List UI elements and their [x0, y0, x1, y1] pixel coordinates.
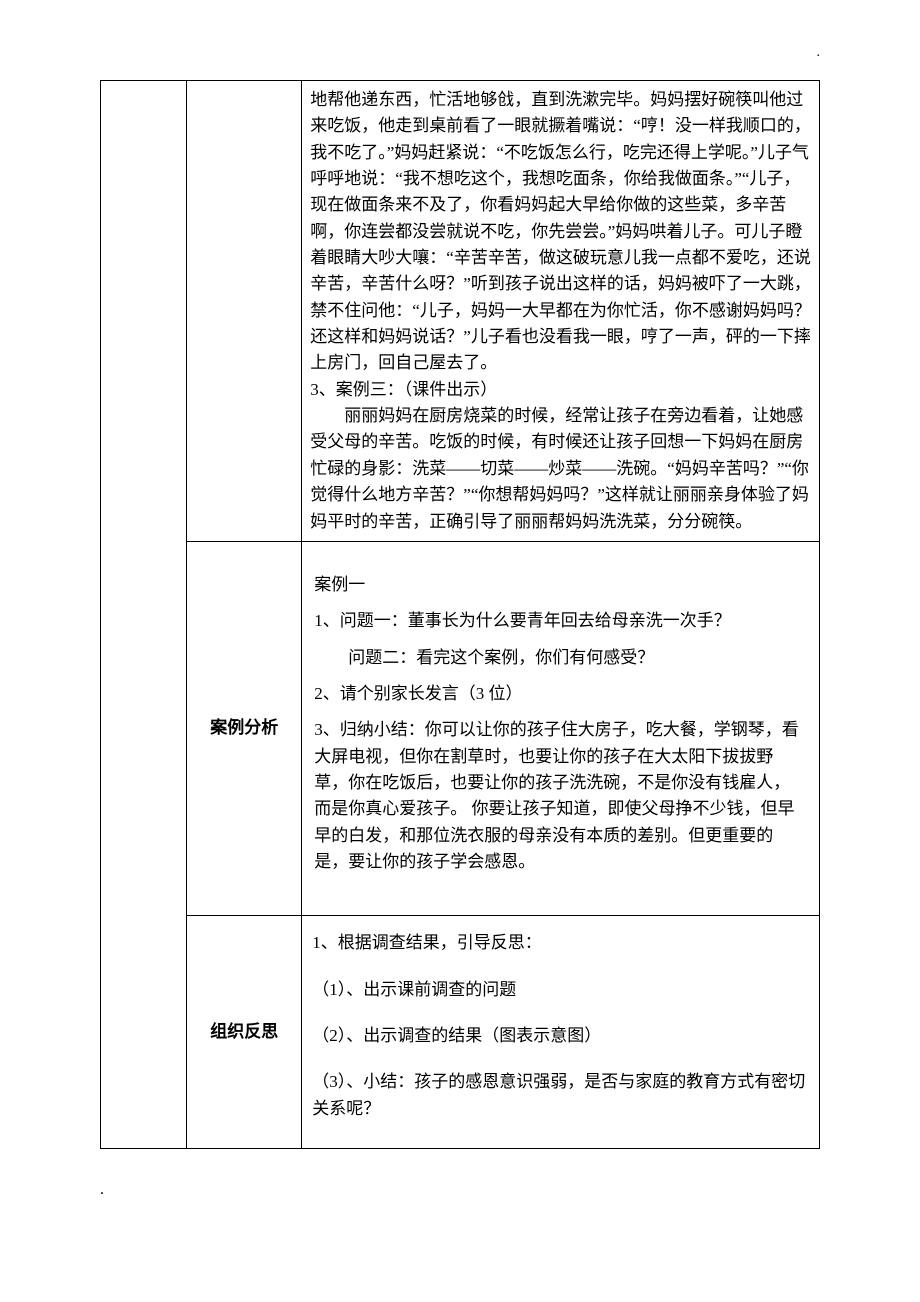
- row2-content: 案例一 1、问题一：董事长为什么要青年回去给母亲洗一次手？ 问题二：看完这个案例…: [302, 541, 820, 915]
- analysis-item2: 2、请个别家长发言（3 位）: [314, 681, 807, 707]
- reflect-item3: （3）、小结：孩子的感恩意识强弱，是否与家庭的教育方式有密切关系呢？: [312, 1069, 809, 1122]
- table-row: 案例分析 案例一 1、问题一：董事长为什么要青年回去给母亲洗一次手？ 问题二：看…: [101, 541, 820, 915]
- row1-label: [187, 81, 302, 542]
- analysis-q2: 问题二：看完这个案例，你们有何感受？: [314, 645, 807, 671]
- row3-label: 组织反思: [187, 916, 302, 1149]
- left-empty-cell: [101, 81, 187, 1149]
- row1-content: 地帮他递东西，忙活地够戗，直到洗漱完毕。妈妈摆好碗筷叫他过来吃饭，他走到桌前看了…: [302, 81, 820, 542]
- table-row: 组织反思 1、根据调查结果，引导反思： （1）、出示课前调查的问题 （2）、出示…: [101, 916, 820, 1149]
- case3-body: 丽丽妈妈在厨房烧菜的时候，经常让孩子在旁边看着，让她感受父母的辛苦。吃饭的时候，…: [310, 403, 811, 535]
- content-table: 地帮他递东西，忙活地够戗，直到洗漱完毕。妈妈摆好碗筷叫他过来吃饭，他走到桌前看了…: [100, 80, 820, 1149]
- analysis-item3: 3、归纳小结：你可以让你的孩子住大房子，吃大餐，学钢琴，看大屏电视，但你在割草时…: [314, 717, 807, 875]
- reflect-item1: （1）、出示课前调查的问题: [312, 977, 809, 1003]
- analysis-case1-title: 案例一: [314, 572, 807, 598]
- page-marker-top: .: [817, 45, 821, 61]
- reflect-heading: 1、根据调查结果，引导反思：: [312, 930, 809, 956]
- analysis-q1: 1、问题一：董事长为什么要青年回去给母亲洗一次手？: [314, 608, 807, 634]
- case3-heading: 3、案例三：（课件出示）: [310, 377, 811, 403]
- reflect-item2: （2）、出示调查的结果（图表示意图）: [312, 1023, 809, 1049]
- row2-label: 案例分析: [187, 541, 302, 915]
- case2-continuation: 地帮他递东西，忙活地够戗，直到洗漱完毕。妈妈摆好碗筷叫他过来吃饭，他走到桌前看了…: [310, 87, 811, 377]
- table-row: 地帮他递东西，忙活地够戗，直到洗漱完毕。妈妈摆好碗筷叫他过来吃饭，他走到桌前看了…: [101, 81, 820, 542]
- row3-content: 1、根据调查结果，引导反思： （1）、出示课前调查的问题 （2）、出示调查的结果…: [302, 916, 820, 1149]
- page-marker-bottom: .: [100, 1181, 104, 1199]
